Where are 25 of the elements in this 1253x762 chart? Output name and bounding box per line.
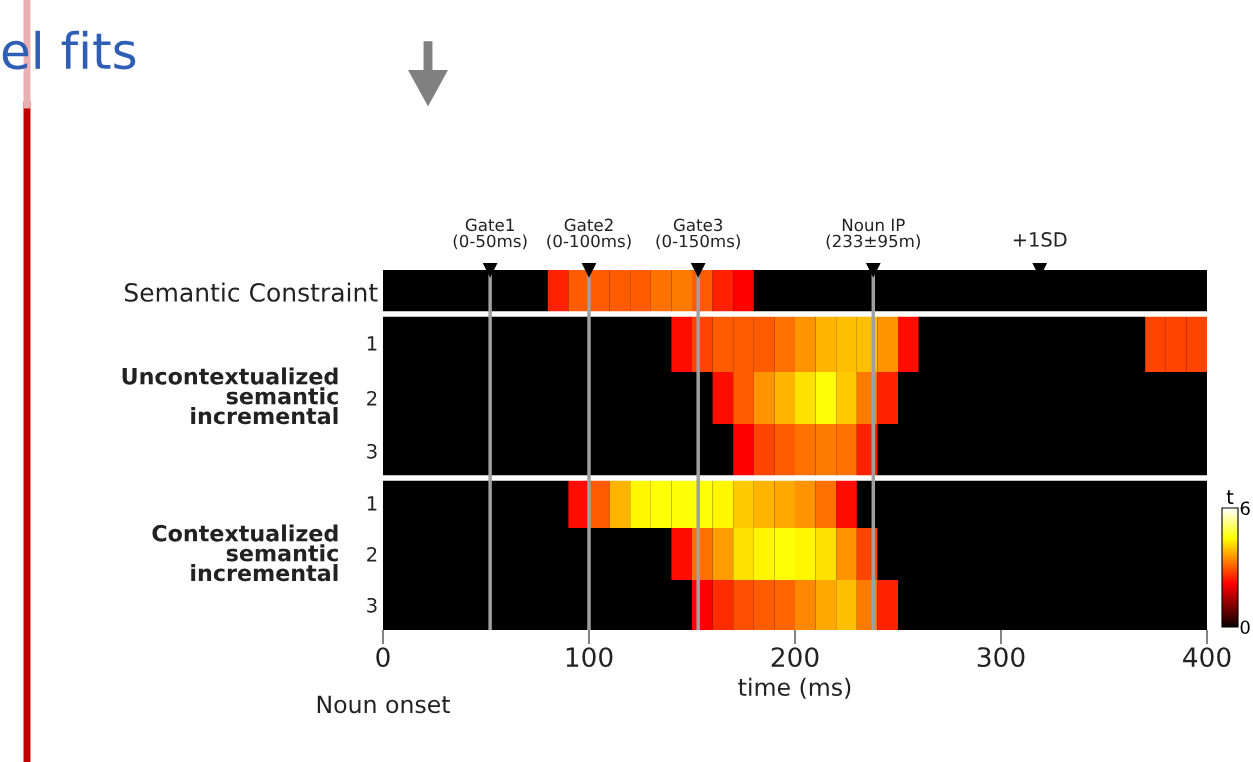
y-tick-label: 3 xyxy=(367,443,377,459)
y-tick-label: 2 xyxy=(367,546,377,562)
x-tick-label: 300 xyxy=(977,647,1025,668)
color-bar-label: 0 xyxy=(1240,620,1250,635)
x-tick-label: 200 xyxy=(771,647,819,668)
x-axis-title: time (ms) xyxy=(738,677,851,699)
text: Uncontextualized semantic incremental xyxy=(122,367,338,425)
x-tick-label: 0 xyxy=(376,647,390,668)
y-tick-label: 2 xyxy=(367,390,377,406)
y-tick-label: 3 xyxy=(367,597,377,613)
y-tick-label: 1 xyxy=(367,336,377,351)
ref-line-label: Noun IP (233±95m) xyxy=(826,218,920,250)
text: +1SD xyxy=(1013,232,1067,247)
text: el fits xyxy=(2,30,136,70)
x-tick-label: 400 xyxy=(1183,647,1231,668)
text: Noun onset xyxy=(317,695,450,714)
text: Contextualized semantic incremental xyxy=(152,524,338,582)
ref-line-label: Gate2 (0-100ms) xyxy=(547,218,631,250)
color-bar-title: t xyxy=(1226,490,1234,504)
ref-line-label: Gate3 (0-150ms) xyxy=(656,218,740,250)
color-bar-label: 6 xyxy=(1240,501,1250,516)
y-tick-label: Semantic Constraint xyxy=(124,282,378,302)
y-tick-label: 1 xyxy=(367,496,377,511)
ref-line-label: Gate1 (0-50ms) xyxy=(453,218,527,250)
x-tick-label: 100 xyxy=(566,647,613,668)
